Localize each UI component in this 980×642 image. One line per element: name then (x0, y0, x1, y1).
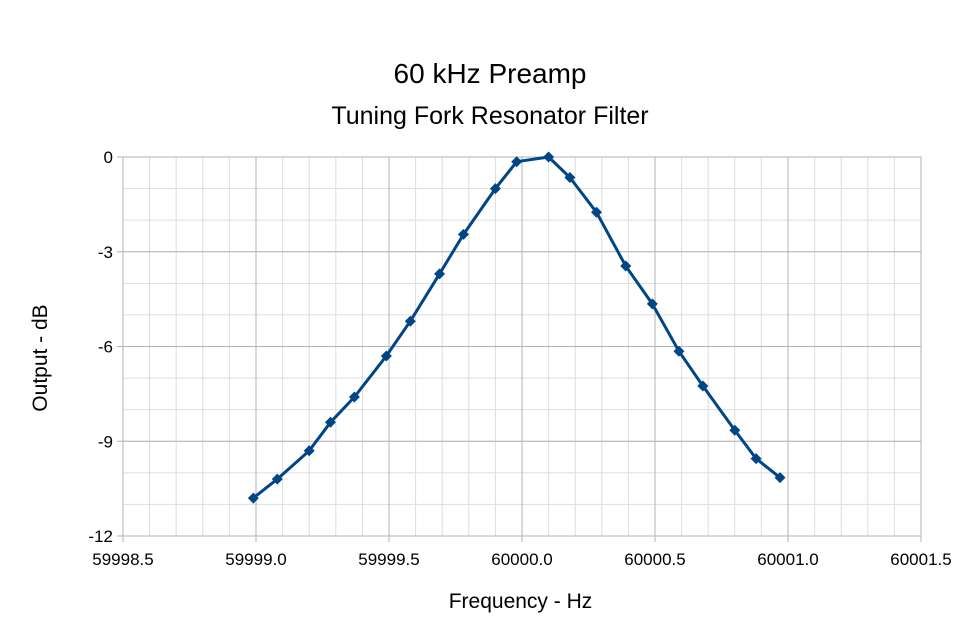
chart-subtitle: Tuning Fork Resonator Filter (331, 102, 649, 130)
data-point-marker (434, 268, 446, 280)
data-point-marker (564, 172, 576, 184)
x-tick-label: 60001.5 (890, 550, 951, 569)
data-point-marker (774, 472, 786, 484)
data-point-marker (457, 228, 469, 240)
y-tick-label: -9 (98, 432, 113, 451)
series-group (247, 151, 786, 504)
data-point-marker (590, 206, 602, 218)
data-point-marker (697, 380, 709, 392)
x-tick-label: 59999.0 (225, 550, 286, 569)
data-point-marker (271, 473, 283, 485)
chart-title: 60 kHz Preamp (393, 58, 587, 89)
major-gridlines (122, 156, 922, 537)
x-tick-label: 60001.0 (757, 550, 818, 569)
x-tick-label: 59999.5 (358, 550, 419, 569)
data-point-marker (380, 350, 392, 362)
y-tick-label: -6 (98, 338, 113, 357)
plot-frame (122, 156, 922, 537)
data-point-marker (303, 445, 315, 457)
data-point-marker (646, 298, 658, 310)
data-point-marker (673, 345, 685, 357)
data-point-marker (729, 424, 741, 436)
x-tick-label: 60000.0 (491, 550, 552, 569)
data-point-marker (348, 391, 360, 403)
data-point-marker (543, 151, 555, 163)
data-point-marker (489, 183, 501, 195)
y-tick-label: -3 (98, 243, 113, 262)
x-tick-label: 59998.5 (92, 550, 153, 569)
data-point-marker (750, 453, 762, 465)
axes (117, 156, 922, 542)
x-tick-label: 60000.5 (624, 550, 685, 569)
y-tick-label: 0 (104, 148, 113, 167)
tick-labels: 59998.5 59999.0 59999.5 60000.0 60000.5 60001… (88, 148, 951, 569)
data-point-marker (247, 492, 259, 504)
data-point-marker (404, 315, 416, 327)
series-line (252, 155, 781, 500)
data-point-marker (511, 156, 523, 168)
data-point-marker (620, 260, 632, 272)
data-point-marker (324, 416, 336, 428)
y-tick-label: -12 (88, 527, 113, 546)
x-axis-label: Frequency - Hz (448, 590, 593, 613)
